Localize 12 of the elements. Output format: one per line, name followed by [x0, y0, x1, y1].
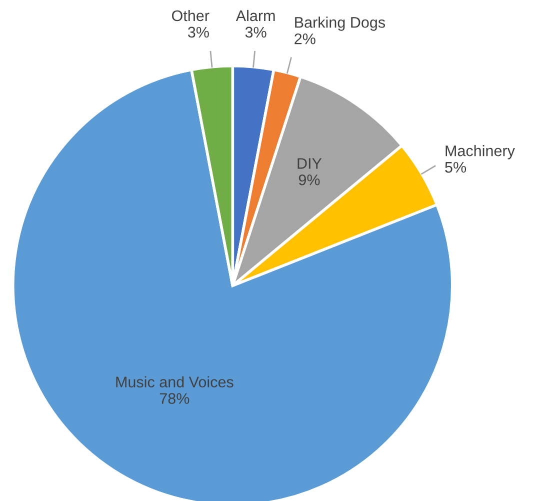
- data-label: 5%: [445, 162, 466, 173]
- slice-label: Alarm: [236, 10, 275, 22]
- data-label: 9%: [298, 174, 320, 186]
- slice-label: Music and Voices: [116, 376, 234, 388]
- slice-label: Other: [172, 10, 210, 22]
- data-label: 78%: [160, 393, 190, 404]
- data-label: 3%: [188, 26, 209, 38]
- slice-label: Machinery: [446, 145, 515, 160]
- data-label: 2%: [294, 33, 316, 44]
- slice-label: Barking Dogs: [295, 16, 386, 31]
- slice-label: DIY: [298, 158, 322, 169]
- data-label: 3%: [245, 26, 266, 38]
